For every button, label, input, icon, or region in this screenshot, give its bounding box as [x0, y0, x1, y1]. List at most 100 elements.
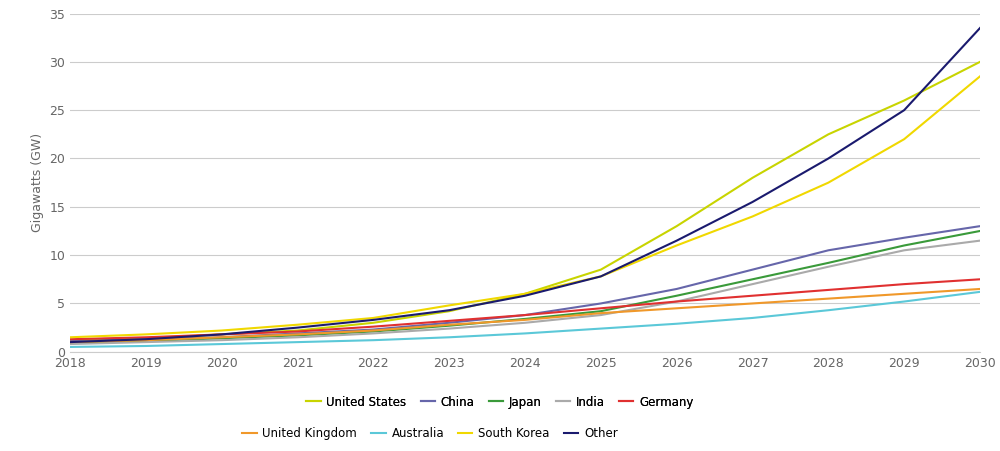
Y-axis label: Gigawatts (GW): Gigawatts (GW) [31, 133, 44, 232]
India [140, 340, 152, 345]
Other [746, 199, 759, 205]
Germany [216, 331, 228, 337]
India [64, 341, 76, 347]
Japan [292, 333, 304, 338]
Line: United Kingdom: United Kingdom [70, 289, 980, 342]
South Korea [367, 315, 379, 321]
South Korea [443, 303, 455, 308]
United States [216, 331, 228, 337]
Line: South Korea: South Korea [70, 76, 980, 337]
United Kingdom [216, 335, 228, 340]
Germany [974, 276, 986, 282]
Japan [671, 293, 683, 299]
China [140, 336, 152, 342]
South Korea [292, 322, 304, 327]
United Kingdom [898, 291, 910, 296]
Legend: United States, China, Japan, India, Germany: United States, China, Japan, India, Germ… [302, 391, 698, 414]
South Korea [671, 243, 683, 248]
United States [140, 336, 152, 341]
United States [671, 223, 683, 229]
China [595, 301, 607, 306]
Australia [64, 344, 76, 350]
Japan [746, 276, 759, 282]
Other [822, 156, 834, 161]
Australia [140, 343, 152, 349]
South Korea [898, 137, 910, 142]
China [519, 313, 531, 318]
India [595, 313, 607, 318]
Other [216, 331, 228, 337]
China [822, 248, 834, 253]
Other [595, 274, 607, 279]
United States [443, 308, 455, 314]
Australia [974, 289, 986, 295]
United Kingdom [140, 337, 152, 343]
South Korea [822, 180, 834, 185]
China [974, 223, 986, 229]
Germany [898, 281, 910, 287]
Germany [671, 299, 683, 304]
South Korea [974, 74, 986, 79]
Japan [140, 338, 152, 344]
Other [64, 340, 76, 345]
Germany [746, 293, 759, 299]
Germany [822, 287, 834, 293]
Japan [519, 316, 531, 322]
United Kingdom [443, 322, 455, 327]
India [974, 238, 986, 244]
United States [64, 337, 76, 343]
South Korea [595, 274, 607, 279]
Australia [822, 308, 834, 313]
Line: Australia: Australia [70, 292, 980, 347]
South Korea [64, 335, 76, 340]
China [216, 335, 228, 340]
Line: India: India [70, 241, 980, 344]
Legend: United Kingdom, Australia, South Korea, Other: United Kingdom, Australia, South Korea, … [238, 423, 622, 445]
United States [974, 59, 986, 64]
Germany [519, 313, 531, 318]
Other [443, 308, 455, 313]
India [216, 337, 228, 343]
Japan [367, 329, 379, 334]
United Kingdom [64, 340, 76, 345]
United States [292, 328, 304, 333]
Germany [595, 306, 607, 311]
United Kingdom [519, 317, 531, 322]
Other [519, 293, 531, 299]
Other [292, 325, 304, 330]
Japan [974, 228, 986, 234]
Australia [443, 335, 455, 340]
India [671, 299, 683, 304]
Japan [64, 341, 76, 346]
United States [595, 267, 607, 272]
Line: China: China [70, 226, 980, 341]
Other [974, 25, 986, 31]
United Kingdom [746, 301, 759, 306]
India [898, 248, 910, 253]
India [519, 320, 531, 326]
South Korea [216, 328, 228, 333]
United Kingdom [292, 331, 304, 337]
India [292, 335, 304, 340]
China [367, 327, 379, 332]
Australia [746, 315, 759, 321]
United States [746, 175, 759, 180]
India [746, 281, 759, 287]
Other [671, 238, 683, 244]
United States [367, 320, 379, 326]
United States [898, 98, 910, 103]
Australia [367, 337, 379, 343]
Japan [822, 260, 834, 266]
Australia [216, 341, 228, 347]
United States [822, 132, 834, 137]
Japan [595, 308, 607, 314]
China [671, 286, 683, 292]
Germany [367, 324, 379, 329]
United Kingdom [822, 296, 834, 301]
China [292, 331, 304, 336]
Germany [443, 318, 455, 323]
South Korea [519, 291, 531, 296]
Japan [216, 336, 228, 341]
United Kingdom [595, 310, 607, 316]
Line: United States: United States [70, 62, 980, 340]
